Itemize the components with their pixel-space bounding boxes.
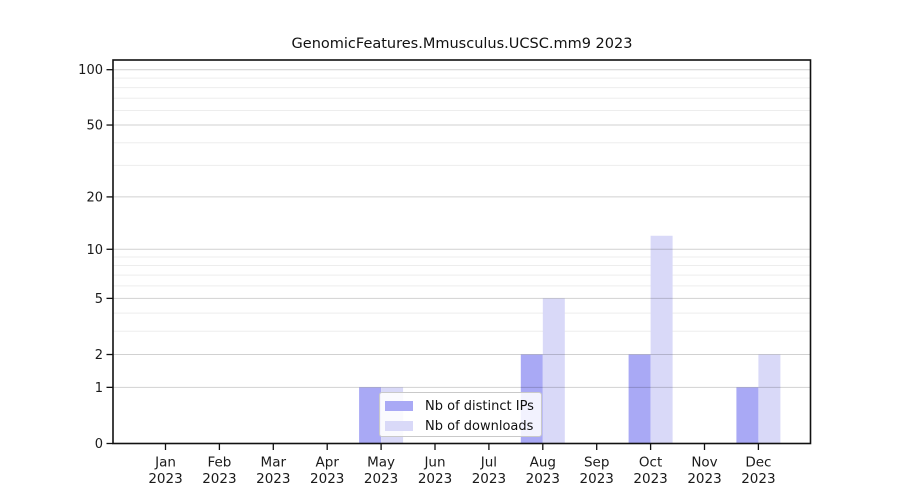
x-tick-label-month-jan: Jan [154, 455, 176, 471]
x-tick-label-year-aug: 2023 [526, 471, 560, 487]
legend-label-downloads: Nb of downloads [425, 418, 534, 434]
x-tick-label-year-may: 2023 [364, 471, 398, 487]
legend-label-distinct-ips: Nb of distinct IPs [425, 398, 534, 414]
x-tick-label-month-feb: Feb [207, 455, 231, 471]
x-tick-label-year-jul: 2023 [472, 471, 506, 487]
chart-title: GenomicFeatures.Mmusculus.UCSC.mm9 2023 [291, 36, 633, 52]
bar-downloads-oct [650, 235, 673, 444]
x-tick-label-year-mar: 2023 [256, 471, 290, 487]
x-tick-label-year-nov: 2023 [687, 471, 721, 487]
x-tick-label-month-dec: Dec [745, 455, 771, 471]
y-tick-label-20: 20 [86, 190, 103, 205]
legend-swatch-downloads [385, 421, 413, 431]
x-tick-label-month-aug: Aug [530, 455, 556, 471]
bar-downloads-dec [758, 354, 781, 444]
bar-distinct-ips-dec [736, 387, 759, 444]
legend-swatch-distinct-ips [385, 401, 413, 411]
y-tick-label-0: 0 [95, 437, 103, 452]
y-tick-label-5: 5 [95, 292, 103, 307]
y-tick-label-50: 50 [86, 119, 103, 134]
x-tick-label-year-jan: 2023 [148, 471, 182, 487]
x-tick-label-year-feb: 2023 [202, 471, 236, 487]
x-tick-label-month-oct: Oct [639, 455, 662, 471]
x-tick-label-year-jun: 2023 [418, 471, 452, 487]
x-tick-label-month-apr: Apr [316, 455, 340, 471]
legend-row-distinct-ips: Nb of distinct IPs [385, 397, 541, 415]
bar-distinct-ips-may [359, 387, 382, 444]
y-tick-label-1: 1 [95, 381, 103, 396]
x-tick-label-month-may: May [367, 455, 395, 471]
x-tick-label-month-nov: Nov [691, 455, 717, 471]
plot-frame [112, 59, 812, 445]
x-tick-label-month-mar: Mar [261, 455, 287, 471]
x-tick-label-year-apr: 2023 [310, 471, 344, 487]
legend: Nb of distinct IPs Nb of downloads [379, 392, 542, 437]
bar-distinct-ips-oct [628, 354, 651, 444]
x-tick-label-month-sep: Sep [584, 455, 609, 471]
x-tick-label-month-jun: Jun [423, 455, 445, 471]
y-tick-label-10: 10 [86, 243, 103, 258]
legend-row-downloads: Nb of downloads [385, 417, 541, 435]
x-tick-label-month-jul: Jul [480, 455, 497, 471]
x-tick-label-year-sep: 2023 [580, 471, 614, 487]
y-tick-label-100: 100 [78, 63, 103, 78]
bar-downloads-aug [542, 298, 565, 444]
x-tick-label-year-dec: 2023 [741, 471, 775, 487]
y-tick-label-2: 2 [95, 348, 103, 363]
x-tick-label-year-oct: 2023 [633, 471, 667, 487]
